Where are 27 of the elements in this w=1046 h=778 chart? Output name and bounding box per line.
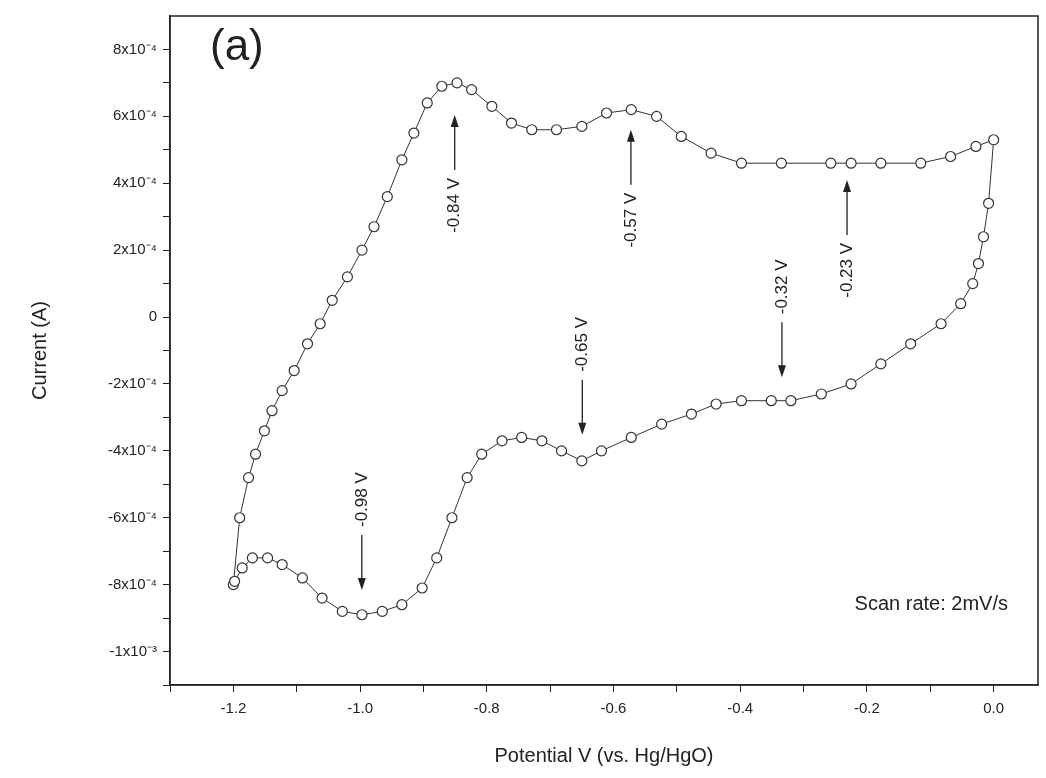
- y-tick-label: -6x10⁻⁴: [108, 507, 157, 525]
- annotation: -0.65 V: [571, 316, 591, 372]
- annotation: -0.98 V: [351, 471, 371, 527]
- annotation: -0.23 V: [836, 242, 856, 298]
- annotation: -0.32 V: [771, 258, 791, 315]
- y-tick-label: 2x10⁻⁴: [113, 240, 157, 258]
- x-tick-label: -1.0: [347, 699, 373, 717]
- x-tick-label: -0.2: [854, 699, 880, 717]
- y-axis-title: Current (A): [27, 301, 50, 400]
- y-tick-label: -8x10⁻⁴: [108, 574, 157, 592]
- x-tick-label: -0.6: [600, 699, 627, 717]
- y-tick-label: -4x10⁻⁴: [108, 440, 157, 458]
- y-tick-label: -2x10⁻⁴: [108, 374, 157, 392]
- x-axis-title: Potential V (vs. Hg/HgO): [494, 743, 714, 766]
- y-tick-label: 4x10⁻⁴: [113, 173, 157, 191]
- y-tick-label: 8x10⁻⁴: [113, 39, 157, 57]
- x-tick-label: -0.4: [727, 699, 754, 717]
- x-tick-label: 0.0: [983, 699, 1005, 717]
- x-tick-label: -1.2: [220, 699, 247, 717]
- annotation: -0.84 V: [444, 177, 464, 233]
- y-tick-label: 0: [148, 307, 157, 325]
- x-tick-label: -0.8: [473, 699, 500, 717]
- y-tick-label: -1x10⁻³: [109, 641, 157, 659]
- annotation: Scan rate: 2mV/s: [854, 592, 1008, 614]
- annotation: (a): [210, 20, 264, 70]
- annotation: -0.57 V: [620, 192, 640, 248]
- y-tick-label: 6x10⁻⁴: [113, 106, 157, 124]
